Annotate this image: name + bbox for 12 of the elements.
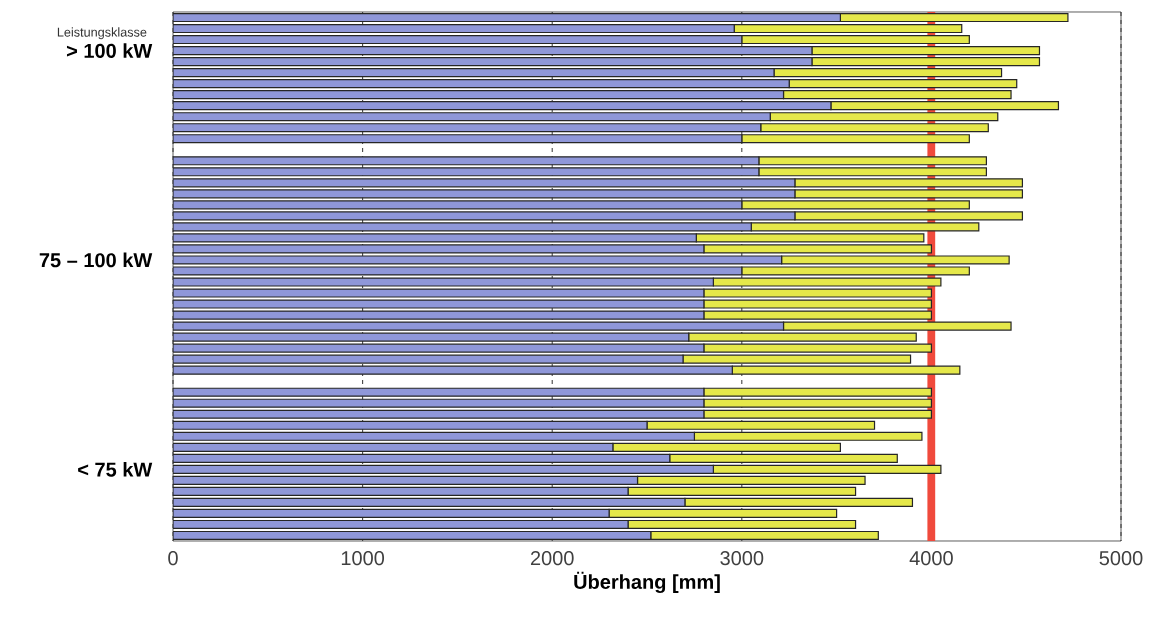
x-tick-label: 1000 <box>341 551 385 566</box>
x-tick-label: 2000 <box>530 551 574 566</box>
y-tick-label: > 100 kW <box>66 43 153 58</box>
x-tick-label: 4000 <box>909 551 953 566</box>
y-tick-label: < 75 kW <box>78 462 153 477</box>
y-axis-title: Leistungsklasse <box>57 27 147 40</box>
x-axis-title: Überhang [mm] <box>574 571 720 594</box>
x-tick-label: 5000 <box>1099 551 1143 566</box>
bar <box>608 508 838 519</box>
x-tick-label: 3000 <box>720 551 764 566</box>
y-tick-label: 75 – 100 kW <box>39 252 153 268</box>
x-tick-label: 0 <box>168 551 178 566</box>
